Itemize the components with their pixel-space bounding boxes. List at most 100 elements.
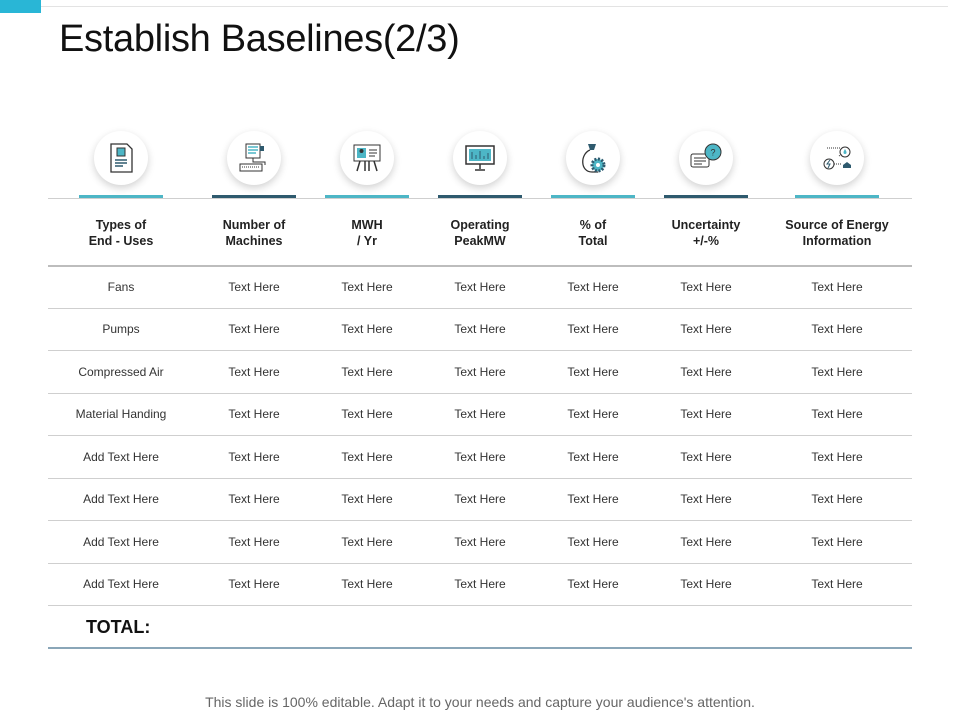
presentation-board-icon — [353, 144, 381, 172]
table-cell: Text Here — [680, 492, 732, 506]
row-label: Compressed Air — [78, 365, 164, 379]
column-header-line: MWH — [351, 218, 383, 232]
document-icon — [110, 143, 133, 173]
table-cell: Text Here — [567, 577, 619, 591]
table-cell: Text Here — [811, 492, 863, 506]
energy-source-icon — [823, 146, 851, 170]
column-header-line: % of — [579, 218, 607, 232]
column-header: Types of End - Uses — [61, 217, 181, 249]
computer-keyboard-icon — [239, 143, 266, 172]
row-label: Add Text Here — [83, 492, 159, 506]
money-bag-gear-icon — [582, 144, 606, 173]
row-label: Add Text Here — [83, 577, 159, 591]
table-cell: Text Here — [567, 492, 619, 506]
column-header-line: / Yr — [357, 234, 377, 248]
table-cell: Text Here — [811, 280, 863, 294]
computer-keyboard-icon-circle — [227, 131, 281, 185]
table-cell: Text Here — [811, 535, 863, 549]
table-cell: Text Here — [680, 365, 732, 379]
table-cell: Text Here — [341, 280, 393, 294]
table-cell: Text Here — [811, 322, 863, 336]
column-header-line: Types of — [95, 218, 147, 232]
row-divider — [48, 478, 912, 479]
column-header-line: Machines — [225, 234, 283, 248]
column-header: Number of Machines — [194, 217, 314, 249]
table-cell: Text Here — [567, 450, 619, 464]
table-cell: Text Here — [567, 535, 619, 549]
row-divider — [48, 308, 912, 309]
column-header-line: PeakMW — [454, 234, 506, 248]
table-cell: Text Here — [341, 535, 393, 549]
header-accent-bar — [212, 195, 296, 198]
row-label: Material Handing — [75, 407, 167, 421]
row-divider — [48, 435, 912, 436]
table-cell: Text Here — [228, 407, 280, 421]
table-cell: Text Here — [567, 407, 619, 421]
row-divider — [48, 605, 912, 606]
column-header-line: Information — [802, 234, 872, 248]
table-cell: Text Here — [228, 365, 280, 379]
column-header: Uncertainty +/-% — [646, 217, 766, 249]
column-header-line: Source of Energy — [785, 218, 889, 232]
table-cell: Text Here — [680, 407, 732, 421]
header-accent-bar — [795, 195, 879, 198]
table-cell: Text Here — [680, 280, 732, 294]
table-cell: Text Here — [454, 407, 506, 421]
table-cell: Text Here — [811, 365, 863, 379]
table-cell: Text Here — [341, 577, 393, 591]
table-cell: Text Here — [454, 577, 506, 591]
table-cell: Text Here — [567, 322, 619, 336]
table-cell: Text Here — [341, 492, 393, 506]
column-header-line: Uncertainty — [671, 218, 741, 232]
footer-note: This slide is 100% editable. Adapt it to… — [205, 694, 755, 710]
top-divider — [41, 6, 948, 7]
table-cell: Text Here — [228, 577, 280, 591]
page-title: Establish Baselines(2/3) — [59, 18, 460, 60]
question-chat-icon-circle: ? — [679, 131, 733, 185]
table-cell: Text Here — [228, 535, 280, 549]
energy-source-icon-circle — [810, 131, 864, 185]
table-cell: Text Here — [811, 577, 863, 591]
column-header-line: Total — [578, 234, 608, 248]
row-label: Add Text Here — [83, 535, 159, 549]
column-header: MWH / Yr — [307, 217, 427, 249]
svg-text:?: ? — [710, 148, 715, 158]
table-cell: Text Here — [811, 450, 863, 464]
table-cell: Text Here — [454, 365, 506, 379]
table-cell: Text Here — [454, 322, 506, 336]
column-header: Operating PeakMW — [420, 217, 540, 249]
table-cell: Text Here — [228, 450, 280, 464]
table-cell: Text Here — [454, 492, 506, 506]
table-cell: Text Here — [811, 407, 863, 421]
monitor-chart-icon-circle — [453, 131, 507, 185]
presentation-board-icon-circle — [340, 131, 394, 185]
column-header: Source of Energy Information — [777, 217, 897, 249]
row-divider — [48, 520, 912, 521]
column-header-line: End - Uses — [88, 234, 154, 248]
table-cell: Text Here — [454, 450, 506, 464]
header-accent-bar — [438, 195, 522, 198]
table-cell: Text Here — [680, 535, 732, 549]
row-divider — [48, 563, 912, 564]
header-accent-bar — [79, 195, 163, 198]
row-label: Add Text Here — [83, 450, 159, 464]
table-cell: Text Here — [228, 492, 280, 506]
table-cell: Text Here — [228, 280, 280, 294]
monitor-chart-icon — [465, 145, 495, 171]
table-cell: Text Here — [680, 450, 732, 464]
table-cell: Text Here — [341, 365, 393, 379]
header-bottom-line — [48, 265, 912, 267]
header-accent-bar — [325, 195, 409, 198]
money-bag-gear-icon-circle — [566, 131, 620, 185]
document-icon-circle — [94, 131, 148, 185]
table-cell: Text Here — [680, 322, 732, 336]
row-label: Pumps — [102, 322, 140, 336]
header-accent-bar — [551, 195, 635, 198]
table-cell: Text Here — [454, 280, 506, 294]
row-label: Fans — [107, 280, 135, 294]
table-cell: Text Here — [341, 450, 393, 464]
table-cell: Text Here — [454, 535, 506, 549]
table-cell: Text Here — [341, 407, 393, 421]
total-label: TOTAL: — [86, 617, 151, 637]
header-top-line — [48, 198, 912, 199]
